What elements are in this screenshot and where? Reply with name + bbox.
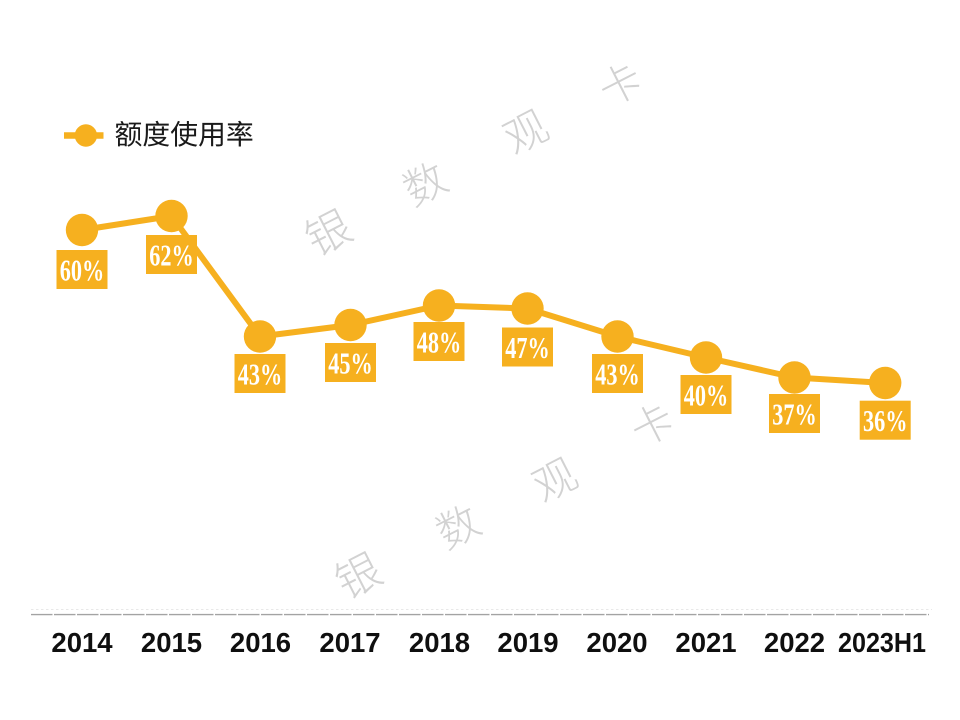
svg-text:62%: 62%	[149, 237, 194, 272]
svg-text:2016: 2016	[230, 627, 291, 658]
svg-text:48%: 48%	[417, 324, 462, 359]
svg-text:43%: 43%	[238, 356, 283, 391]
svg-text:40%: 40%	[684, 377, 729, 412]
svg-text:2021: 2021	[675, 627, 736, 658]
svg-text:2018: 2018	[409, 627, 470, 658]
svg-text:2017: 2017	[319, 627, 380, 658]
svg-text:2015: 2015	[141, 627, 202, 658]
svg-text:36%: 36%	[863, 403, 908, 438]
svg-text:37%: 37%	[772, 396, 817, 431]
svg-text:2023H1: 2023H1	[838, 627, 926, 658]
svg-text:47%: 47%	[505, 330, 550, 365]
svg-text:43%: 43%	[595, 356, 640, 391]
svg-text:45%: 45%	[328, 345, 373, 380]
svg-text:2022: 2022	[764, 627, 825, 658]
svg-text:60%: 60%	[60, 252, 105, 287]
svg-text:2020: 2020	[586, 627, 647, 658]
svg-text:2014: 2014	[51, 627, 113, 658]
svg-text:2019: 2019	[497, 627, 558, 658]
